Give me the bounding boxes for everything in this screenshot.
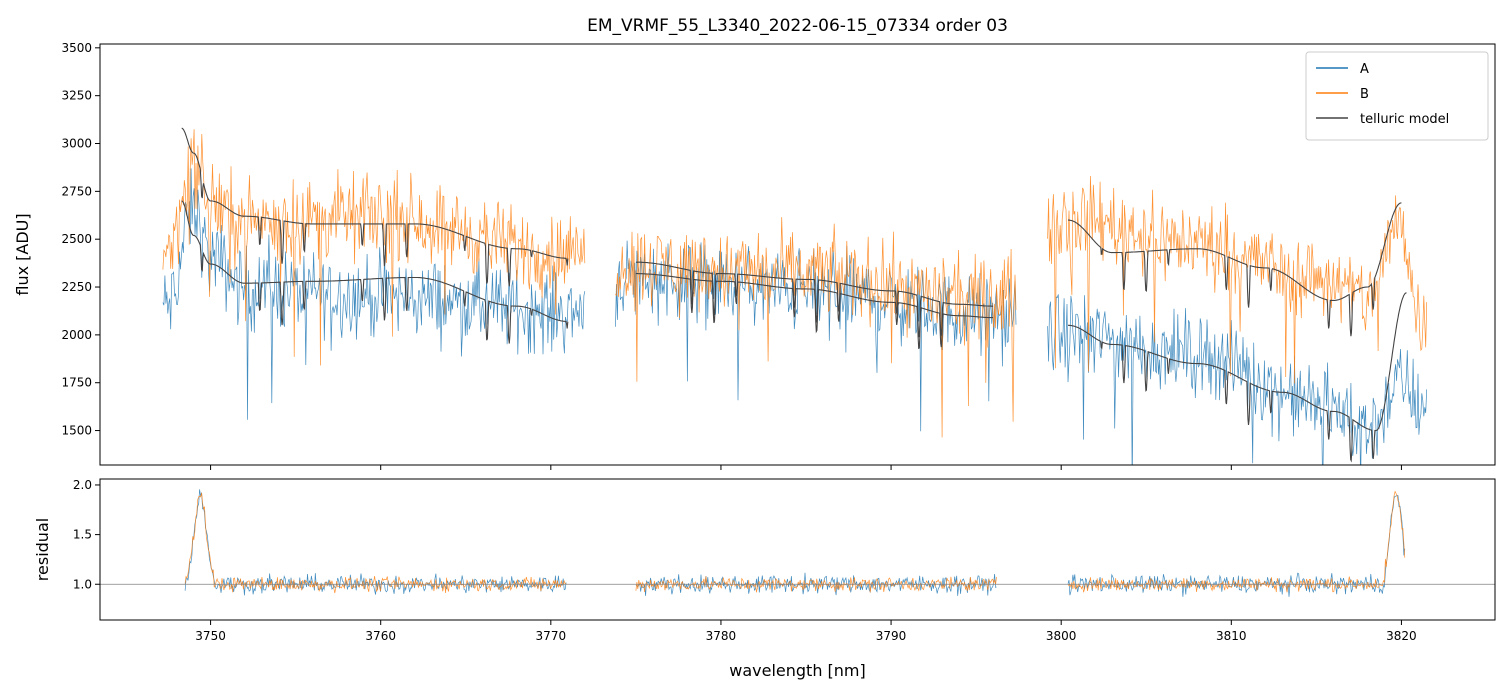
y-tick-label: 3500 — [61, 41, 92, 55]
telluric-model-line — [1068, 202, 1402, 337]
y-tick-label: 1750 — [61, 376, 92, 390]
y-tick-label: 2000 — [61, 328, 92, 342]
series-b-line — [1047, 175, 1428, 384]
series-a-line — [162, 168, 586, 420]
x-tick-label: 3780 — [706, 629, 737, 643]
telluric-model-line — [181, 127, 569, 287]
chart-title: EM_VRMF_55_L3340_2022-06-15_07334 order … — [587, 16, 1008, 36]
residual-y-axis-label: residual — [33, 518, 52, 581]
legend-box — [1305, 51, 1489, 141]
legend-label-b: B — [1360, 87, 1369, 102]
legend-label-a: A — [1360, 62, 1369, 77]
telluric-model-line — [1068, 292, 1407, 463]
series-b-line — [615, 217, 1017, 438]
x-tick-label: 3790 — [876, 629, 907, 643]
y-tick-label: 1.5 — [73, 528, 92, 542]
flux-plot-frame — [99, 43, 1496, 466]
residual-b-line — [1067, 490, 1406, 593]
y-tick-label: 3000 — [61, 137, 92, 151]
x-tick-label: 3810 — [1216, 629, 1247, 643]
x-tick-label: 3800 — [1046, 629, 1077, 643]
residual-panel: 1.0 1.5 2.0 3750 3760 3770 3780 3790 3800 3810 38… — [33, 478, 1496, 680]
residual-a-line — [1067, 495, 1406, 597]
y-tick-label: 1.0 — [73, 577, 92, 591]
legend-label-telluric-model: telluric model — [1360, 112, 1449, 127]
residual-a-line — [184, 489, 567, 596]
flux-panel: 1500 1750 2000 2250 2500 2750 3000 3250 3500 flu… — [13, 41, 1496, 470]
y-tick-label: 2250 — [61, 280, 92, 294]
telluric-model-line — [635, 261, 994, 338]
y-tick-label: 1500 — [61, 424, 92, 438]
residual-b-line — [184, 492, 567, 594]
y-tick-label: 2.0 — [73, 478, 92, 492]
series-a-line — [1047, 294, 1428, 465]
residual-plot-frame — [99, 478, 1496, 621]
x-tick-label: 3760 — [365, 629, 396, 643]
y-tick-label: 2500 — [61, 232, 92, 246]
x-tick-label: 3770 — [536, 629, 567, 643]
telluric-model-line — [635, 273, 994, 350]
y-tick-label: 3250 — [61, 89, 92, 103]
x-tick-label: 3820 — [1386, 629, 1417, 643]
x-tick-label: 3750 — [195, 629, 226, 643]
x-axis-label: wavelength [nm] — [729, 661, 866, 680]
legend: A B telluric model — [1305, 51, 1489, 141]
flux-y-axis-label: flux [ADU] — [13, 213, 32, 295]
telluric-model-line — [181, 200, 569, 344]
y-tick-label: 2750 — [61, 184, 92, 198]
